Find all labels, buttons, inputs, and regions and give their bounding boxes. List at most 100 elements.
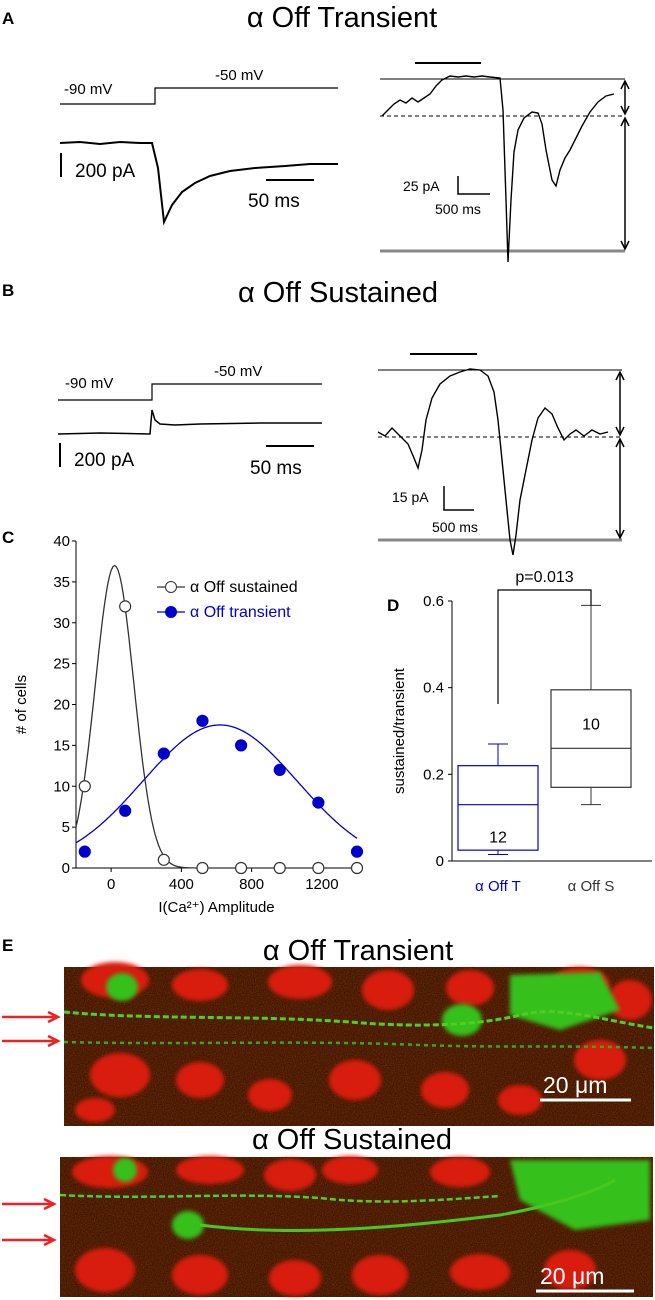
- light-response-trace-a: [381, 75, 615, 263]
- scale-label-right-time-b: 500 ms: [432, 519, 478, 535]
- micrograph-sustained: 20 μm: [59, 1156, 653, 1297]
- data-point-sustained: [196, 861, 209, 875]
- y-tick-label-c: 20: [53, 697, 70, 714]
- legend-marker-1: [165, 606, 177, 618]
- fit-curve-sustained: [75, 564, 357, 869]
- arrow-marker-top-1: [2, 1010, 61, 1024]
- scale-label-current-b: 200 pA: [74, 450, 135, 471]
- scale-label-current-a: 200 pA: [75, 161, 136, 182]
- panel-b: B α Off Sustained -90 mV -50 mV 200 pA 5…: [2, 277, 625, 556]
- data-point-sustained: [78, 780, 91, 793]
- data-point-transient: [119, 804, 132, 817]
- panel-d-chart: D 0 0.2 0.4 0.6 sustained/transient 12 α Off T…: [387, 569, 652, 895]
- panel-e: E α Off Transient: [2, 935, 655, 1297]
- x-tick-label-c: 400: [169, 876, 194, 893]
- dendrite-stratum-2-top: [63, 1040, 655, 1050]
- category-label-0: α Off T: [475, 878, 521, 895]
- current-trace-a: [59, 140, 338, 226]
- significance-bracket: [497, 589, 592, 704]
- dendrite-stratum-1-bottom: [59, 1193, 501, 1203]
- data-point-sustained: [312, 861, 325, 875]
- arrowheads-transient-b: [615, 437, 625, 540]
- dendrite-stratum-1-top: [63, 1010, 655, 1030]
- panel-letter-e: E: [2, 936, 13, 955]
- arrow-marker-bottom-2: [2, 1233, 57, 1247]
- y-tick-label-c: 40: [53, 533, 70, 550]
- voltage-step-label-b: -50 mV: [214, 363, 262, 380]
- scale-bar-right-a: [457, 176, 490, 195]
- data-point-sustained: [350, 861, 364, 875]
- panel-letter-c: C: [2, 528, 14, 547]
- voltage-hold-label-a: -90 mV: [64, 81, 112, 98]
- scale-label-bottom: 20 μm: [540, 1263, 604, 1289]
- fit-curve-transient: [75, 724, 358, 844]
- n-label-0: 12: [489, 830, 507, 847]
- scale-label-right-current-a: 25 pA: [403, 178, 440, 194]
- y-axis-label-c: # of cells: [13, 675, 30, 734]
- panel-e-title-top: α Off Transient: [263, 935, 453, 967]
- current-trace-b: [57, 409, 322, 435]
- data-point-transient: [234, 739, 248, 752]
- scale-label-time-a: 50 ms: [248, 191, 300, 212]
- panel-letter-d: D: [387, 596, 399, 615]
- data-point-transient: [78, 845, 91, 858]
- arrow-marker-top-2: [2, 1034, 61, 1048]
- significance-label: p=0.013: [515, 569, 573, 586]
- data-point-transient: [312, 796, 325, 809]
- x-tick-label-c: 800: [239, 876, 264, 893]
- box-0: [457, 765, 539, 851]
- y-tick-label-d: 0.4: [423, 680, 444, 697]
- data-point-sustained: [157, 853, 170, 866]
- y-tick-label-c: 30: [53, 615, 70, 632]
- n-label-1: 10: [582, 716, 600, 733]
- data-point-sustained: [273, 861, 286, 875]
- panel-a: A α Off Transient -90 mV -50 mV 200 pA 5…: [2, 2, 630, 263]
- legend-label-0: α Off sustained: [190, 579, 298, 596]
- voltage-step-trace-a: [60, 87, 338, 105]
- y-tick-label-d: 0.2: [423, 766, 444, 783]
- micrograph-transient: 20 μm: [63, 962, 655, 1126]
- panel-a-title: α Off Transient: [247, 2, 437, 34]
- voltage-step-trace-b: [58, 383, 322, 401]
- panel-letter-b: B: [2, 281, 14, 300]
- data-point-transient: [196, 714, 209, 727]
- panel-b-title: α Off Sustained: [238, 277, 438, 309]
- box-1: [550, 689, 632, 788]
- x-axis-label-c: I(Ca²⁺) Amplitude: [158, 899, 274, 916]
- legend-label-1: α Off transient: [190, 604, 291, 621]
- light-response-trace-b: [377, 368, 609, 556]
- voltage-hold-label-b: -90 mV: [65, 375, 113, 392]
- legend-marker-0: [165, 581, 177, 593]
- x-tick-label-c: 1200: [305, 876, 338, 893]
- panel-e-title-bottom: α Off Sustained: [252, 1124, 452, 1156]
- data-point-transient: [157, 747, 170, 760]
- y-tick-label-c: 10: [53, 778, 70, 795]
- x-tick-label-c: 0: [107, 876, 115, 893]
- y-tick-label-d: 0.6: [423, 593, 444, 610]
- scale-bar-right-b: [443, 486, 474, 511]
- y-tick-label-c: 5: [62, 819, 70, 836]
- scale-label-right-current-b: 15 pA: [392, 489, 429, 505]
- data-point-transient: [273, 763, 286, 777]
- arrowheads-transient-a: [620, 116, 630, 251]
- panel-letter-a: A: [2, 9, 14, 28]
- data-point-sustained: [234, 861, 248, 875]
- arrowheads-sustained-a: [620, 79, 630, 116]
- y-tick-label-c: 0: [62, 860, 70, 877]
- dendrite-stratum-2-bottom: [199, 1178, 616, 1232]
- y-tick-label-c: 35: [53, 574, 70, 591]
- data-point-sustained: [119, 600, 132, 613]
- y-tick-label-c: 15: [53, 737, 70, 754]
- arrow-marker-bottom-1: [2, 1197, 57, 1211]
- scale-label-time-b: 50 ms: [250, 458, 302, 479]
- scale-label-right-time-a: 500 ms: [435, 201, 481, 217]
- voltage-step-label-a: -50 mV: [215, 67, 263, 84]
- scale-label-top: 20 μm: [543, 1072, 607, 1098]
- arrowheads-sustained-b: [615, 370, 625, 437]
- data-point-transient: [350, 845, 364, 858]
- y-tick-label-d: 0: [436, 853, 444, 870]
- category-label-1: α Off S: [568, 878, 615, 895]
- y-tick-label-c: 25: [53, 656, 70, 673]
